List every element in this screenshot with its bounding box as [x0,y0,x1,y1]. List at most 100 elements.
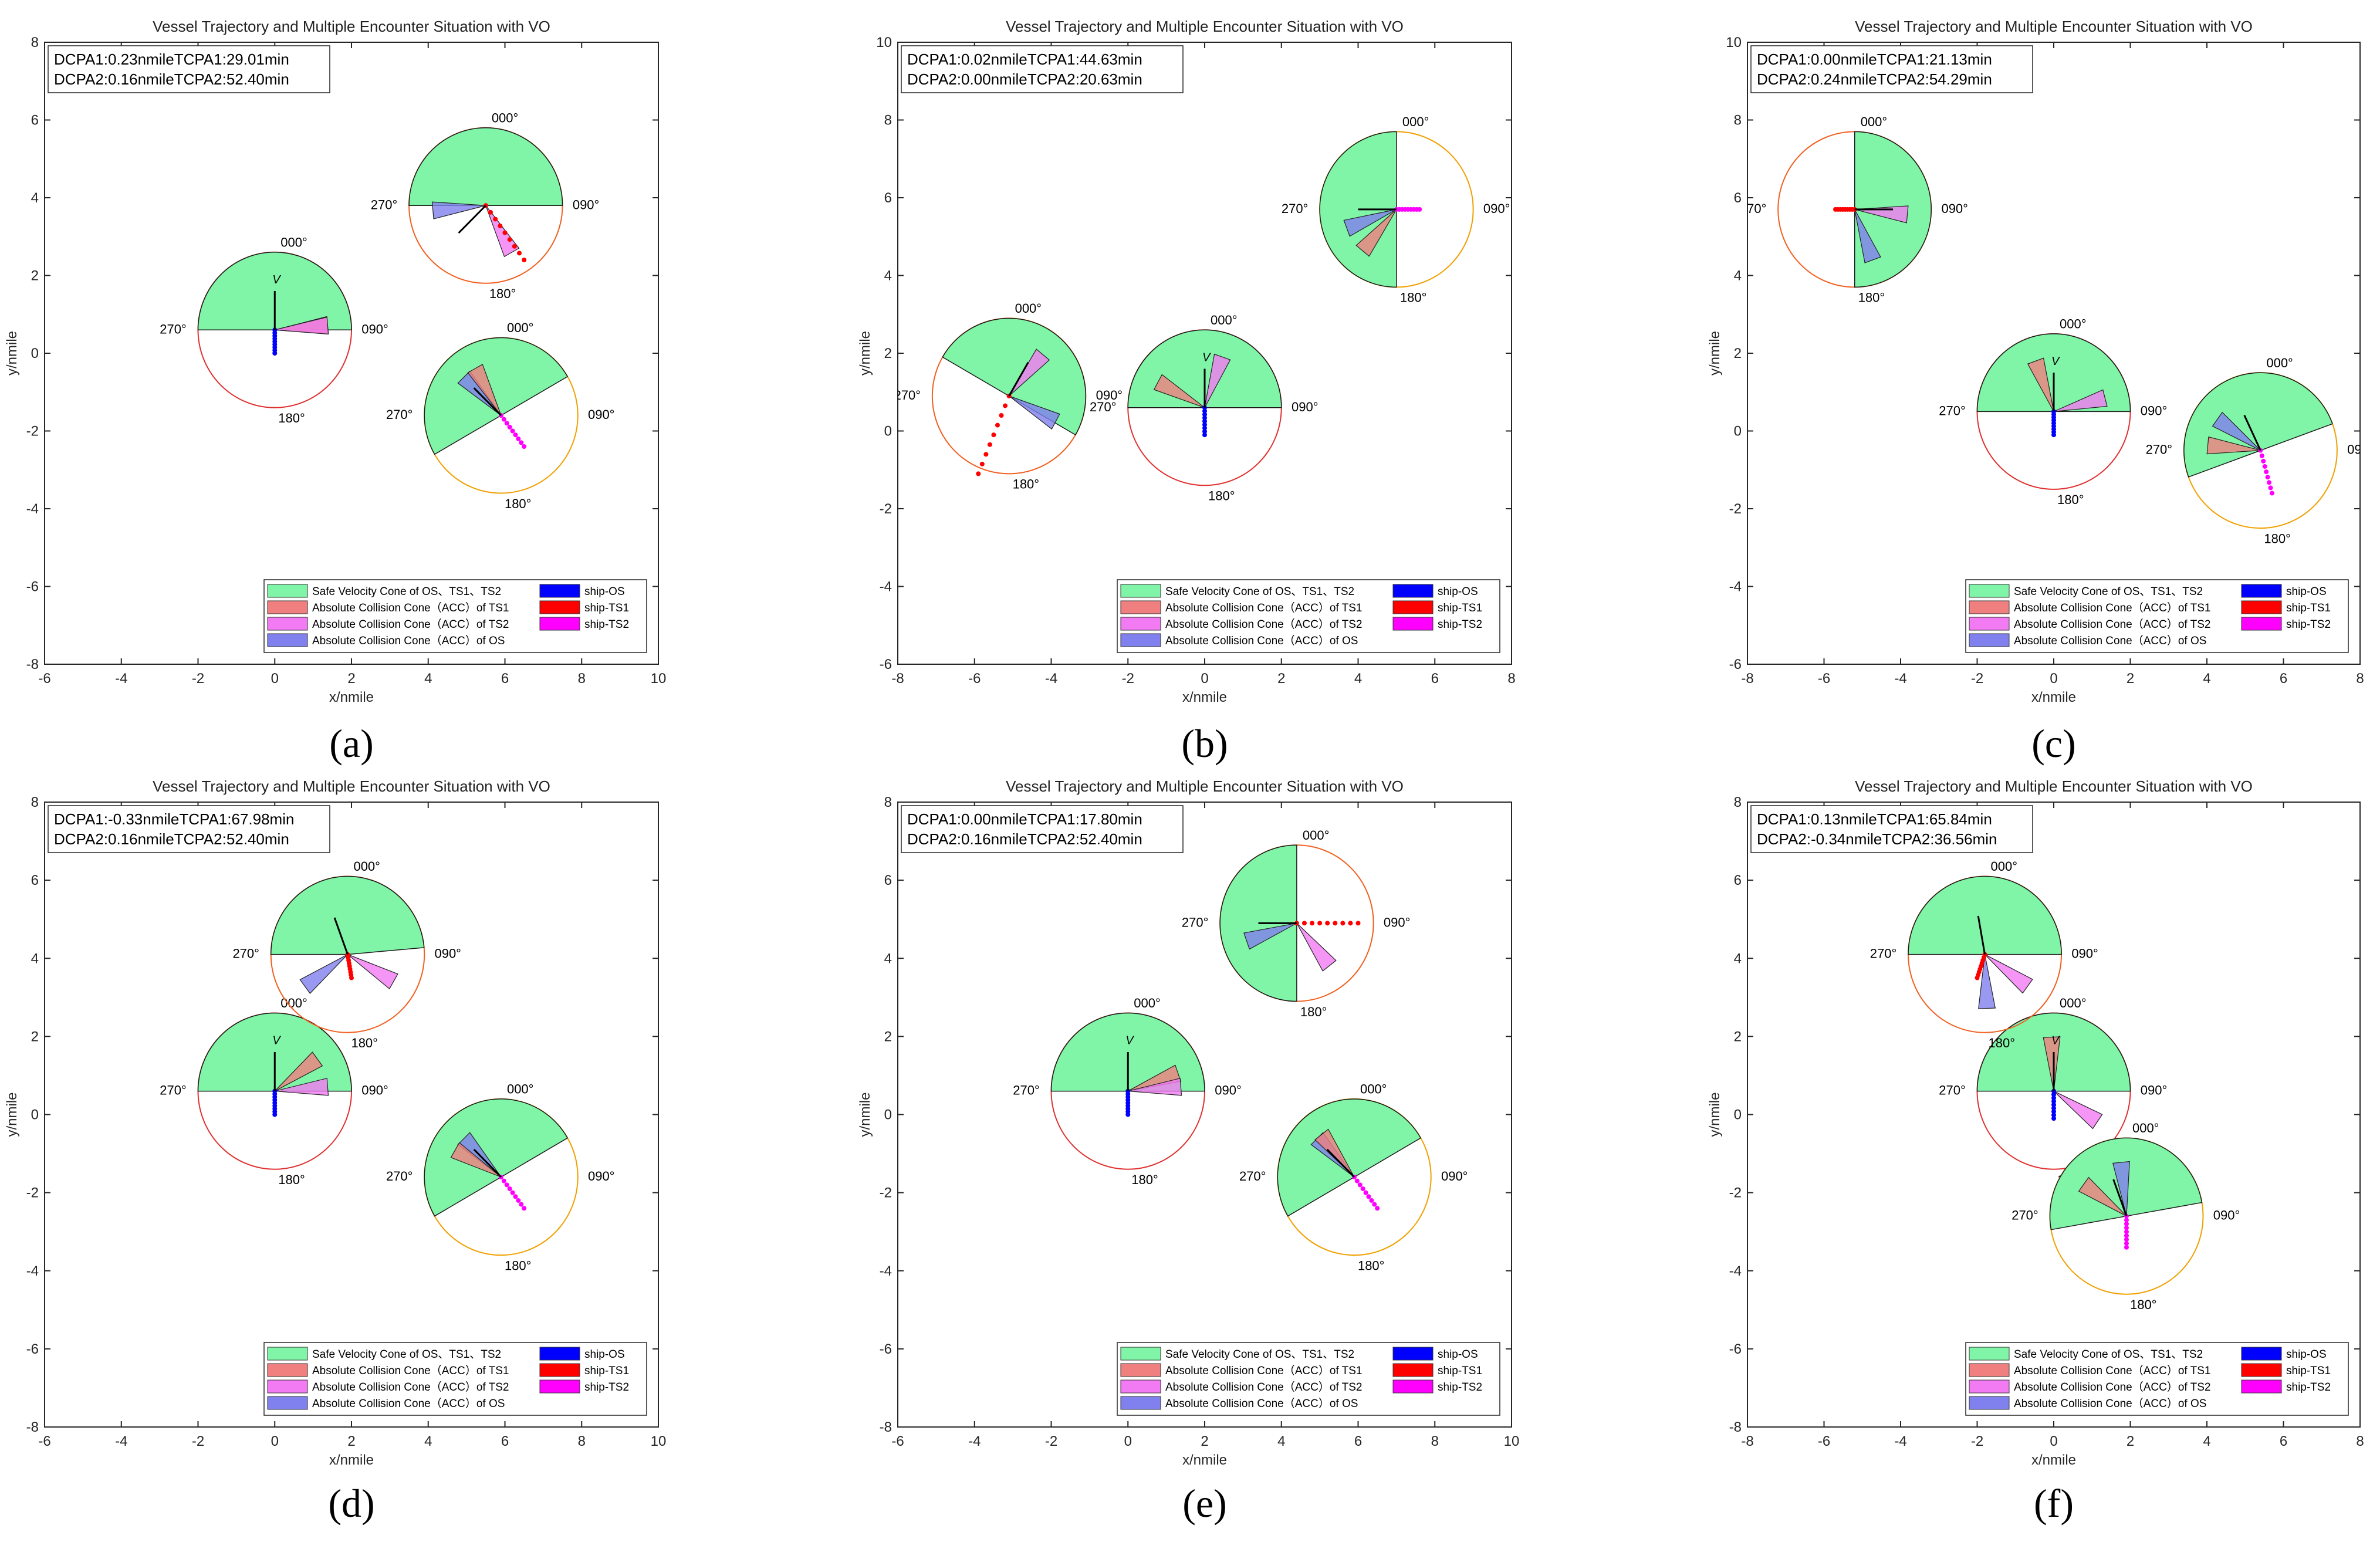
legend-frame [1117,1342,1500,1416]
y-tick-label: -6 [880,657,892,672]
legend-swatch [1120,1396,1161,1410]
info-line: DCPA2:0.16nmileTCPA2:52.40min [907,830,1142,848]
info-line: DCPA1:-0.33nmileTCPA1:67.98min [54,810,294,828]
legend-label: ship-TS1 [2286,1365,2331,1377]
legend-swatch [1120,1347,1161,1361]
compass-label: 270° [1090,400,1117,414]
legend-swatch [1969,1363,2010,1377]
x-tick-label: 2 [2127,671,2134,687]
legend-label: ship-TS2 [2286,1381,2331,1394]
panel-d: Vessel Trajectory and Multiple Encounter… [4,777,666,1526]
x-tick-label: 4 [424,1433,432,1449]
x-tick-label: 4 [424,671,432,687]
velocity-vector [473,387,502,417]
acc-cone-ts2 [2053,389,2108,412]
legend-swatch [1120,1379,1161,1394]
compass-label: 270° [1939,403,1966,418]
safe-velocity-cone [408,127,563,206]
velocity-vector [2112,1179,2128,1217]
legend-swatch [2241,617,2282,631]
trajectory-point [501,1178,506,1183]
trajectory-point [2124,1218,2129,1223]
ship-group-ts1: 000° 090° 180° 270° [898,301,1123,492]
os-velocity-label: V [1202,351,1211,364]
y-tick-label: 8 [31,794,39,810]
y-tick-label: -4 [880,579,892,595]
y-tick-label: 4 [31,951,39,966]
compass-label: 000° [1303,828,1330,843]
legend-label: Absolute Collision Cone（ACC）of TS2 [2014,618,2210,631]
y-tick-label: 2 [1734,346,1742,361]
y-tick-label: -2 [880,1185,892,1201]
y-axis-label: y/nmile [857,1092,873,1137]
ship-group-os: 000° 090° 180° 270° [160,235,388,425]
acc-cone-os [1978,954,1996,1009]
compass-label: 180° [1400,290,1427,305]
legend-swatch [1969,1379,2010,1394]
legend-swatch [1120,617,1161,631]
compass-label: 000° [1861,114,1888,129]
info-box-frame [901,805,1184,853]
trajectory-point [501,417,506,422]
compass-label: 180° [505,496,532,511]
y-tick-label: 0 [1734,1107,1742,1123]
trajectory-point [502,230,508,235]
compass-label: 270° [1282,201,1309,216]
y-tick-label: 0 [31,1107,39,1123]
velocity-vector [1977,915,1986,955]
x-tick-label: 10 [651,671,667,687]
legend: Safe Velocity Cone of OS、TS1、TS2 Absolute… [1117,1342,1500,1416]
y-axis-label: y/nmile [4,331,20,376]
legend-label: ship-TS2 [584,1381,629,1394]
trajectory-point [976,471,981,476]
compass-label: 090° [361,1083,388,1098]
compass-label: 180° [1300,1005,1327,1019]
legend-swatch [1969,1347,2010,1361]
ship-group-ts2: 000° 090° 180° 270° [1282,114,1510,305]
compass-label: 090° [1941,201,1968,216]
legend-swatch [1392,600,1434,614]
compass-label: 270° [1239,1169,1266,1183]
legend-label: Absolute Collision Cone（ACC）of OS [312,634,505,647]
x-tick-label: -2 [1045,1433,1057,1449]
legend-label: Safe Velocity Cone of OS、TS1、TS2 [1165,1348,1354,1361]
compass-label: 180° [1013,477,1040,492]
x-tick-label: -4 [1045,671,1057,687]
compass-label: 000° [1402,114,1429,129]
velocity-vector [473,1148,502,1178]
axes-box [897,802,1512,1428]
acc-cone-os [1009,395,1060,430]
trajectory-point [1003,403,1008,408]
compass-label: 000° [1134,996,1161,1010]
trajectory-point [2051,1105,2056,1111]
legend-swatch [267,1347,308,1361]
trajectory-point [504,421,509,426]
x-tick-label: 8 [1431,1433,1439,1449]
legend-swatch [1392,617,1434,631]
acc-cone-ts1 [274,1051,323,1092]
trajectory-point [516,1198,521,1203]
trajectory-point [2051,1112,2056,1118]
y-tick-label: 6 [1734,190,1742,206]
y-axis-label: y/nmile [1707,1092,1723,1137]
info-line: DCPA2:0.24nmileTCPA2:54.29min [1757,70,1992,88]
x-tick-label: -6 [1818,671,1830,687]
info-box-frame [48,805,330,853]
x-tick-label: 0 [271,671,279,687]
x-tick-label: -2 [1971,671,1983,687]
dcpa-info-box: DCPA1:-0.33nmileTCPA1:67.98min DCPA2:0.16… [48,805,330,853]
acc-cone-ts2 [347,954,398,990]
compass-label: 180° [489,286,516,301]
dcpa-info-box: DCPA1:0.02nmileTCPA1:44.63min DCPA2:0.00n… [901,45,1184,93]
y-tick-label: 2 [884,1029,892,1044]
legend-swatch [1392,1363,1434,1377]
y-tick-label: 6 [884,873,892,888]
x-tick-label: -6 [968,671,981,687]
ship-group-ts2: 000° 090° 180° 270° [386,1082,615,1273]
trajectory-point [2124,1229,2129,1235]
trajectory-point [493,217,498,222]
x-tick-label: 8 [1507,671,1515,687]
x-tick-label: 2 [1201,1433,1208,1449]
y-tick-label: 8 [884,113,892,128]
y-tick-label: 4 [31,190,39,206]
